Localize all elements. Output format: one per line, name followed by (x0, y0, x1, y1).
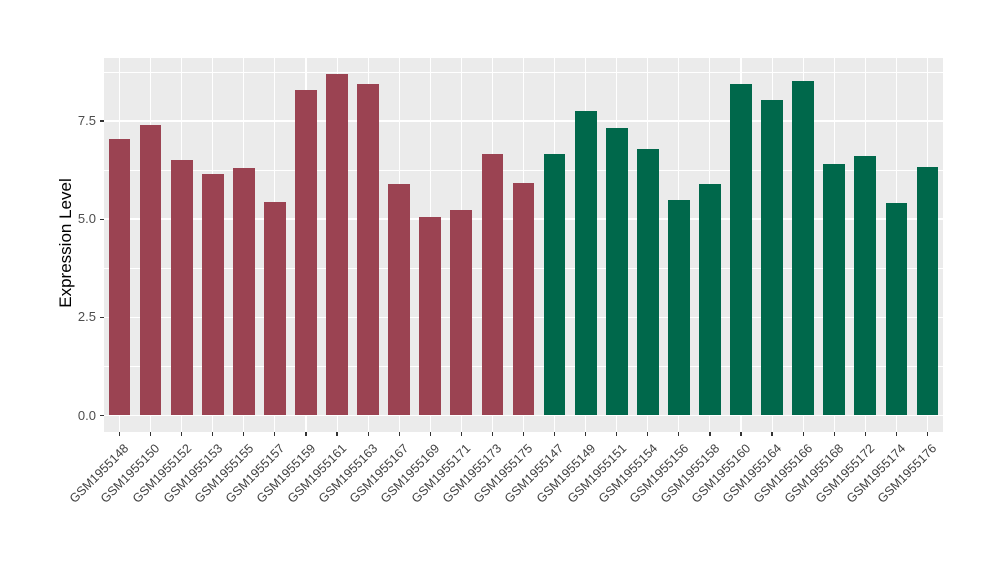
x-tick-mark (460, 432, 462, 436)
bar (295, 89, 317, 416)
bar (916, 167, 939, 416)
x-tick-mark (864, 432, 866, 436)
bar (730, 84, 752, 416)
x-tick-mark (616, 432, 618, 436)
y-tick-label: 5.0 (77, 211, 96, 227)
x-tick-mark (802, 432, 804, 436)
x-tick-mark (243, 432, 245, 436)
bar (761, 99, 783, 416)
x-tick-mark (553, 432, 556, 436)
x-tick-mark (118, 432, 121, 436)
x-tick-mark (926, 432, 929, 436)
bar (232, 167, 255, 416)
y-tick-mark (100, 218, 104, 220)
bar (326, 73, 348, 416)
bar (636, 149, 659, 416)
y-tick-label: 2.5 (77, 309, 96, 325)
y-tick-label: 0.0 (77, 407, 96, 423)
x-tick-mark (181, 432, 183, 436)
x-tick-mark (771, 432, 773, 436)
y-tick-label: 7.5 (77, 112, 96, 128)
bar (885, 202, 908, 416)
x-tick-mark (305, 432, 307, 436)
bar (419, 216, 442, 416)
x-tick-mark (522, 432, 525, 436)
x-tick-mark (833, 432, 835, 436)
bar (481, 154, 504, 416)
bar (605, 128, 628, 416)
y-axis-title: Expression Level (56, 178, 75, 308)
bar (139, 124, 162, 416)
x-tick-mark (274, 432, 276, 436)
x-tick-mark (429, 432, 431, 436)
bar (264, 202, 286, 416)
bar (170, 160, 193, 416)
bar (699, 184, 721, 416)
bar (854, 155, 877, 416)
x-tick-mark (895, 432, 897, 436)
x-tick-mark (336, 432, 338, 436)
x-tick-mark (709, 432, 711, 436)
y-tick-mark (100, 414, 104, 417)
bar (543, 154, 566, 416)
bar (823, 164, 846, 416)
bar (201, 173, 224, 416)
x-tick-mark (647, 432, 649, 436)
bar (450, 210, 473, 416)
x-tick-mark (585, 432, 587, 436)
y-tick-mark (100, 316, 104, 318)
x-tick-mark (491, 432, 493, 436)
bar (574, 110, 597, 416)
x-tick-mark (212, 432, 214, 436)
x-tick-mark (398, 432, 400, 436)
bar (512, 182, 535, 416)
bar (792, 80, 815, 416)
x-tick-mark (150, 432, 152, 436)
bar (667, 199, 690, 416)
chart-panel (104, 58, 943, 432)
bar (357, 83, 379, 416)
y-tick-mark (100, 120, 104, 122)
bar (108, 139, 131, 416)
x-tick-mark (740, 432, 742, 436)
x-tick-mark (367, 432, 369, 436)
bar (388, 184, 411, 416)
x-tick-mark (678, 432, 680, 436)
